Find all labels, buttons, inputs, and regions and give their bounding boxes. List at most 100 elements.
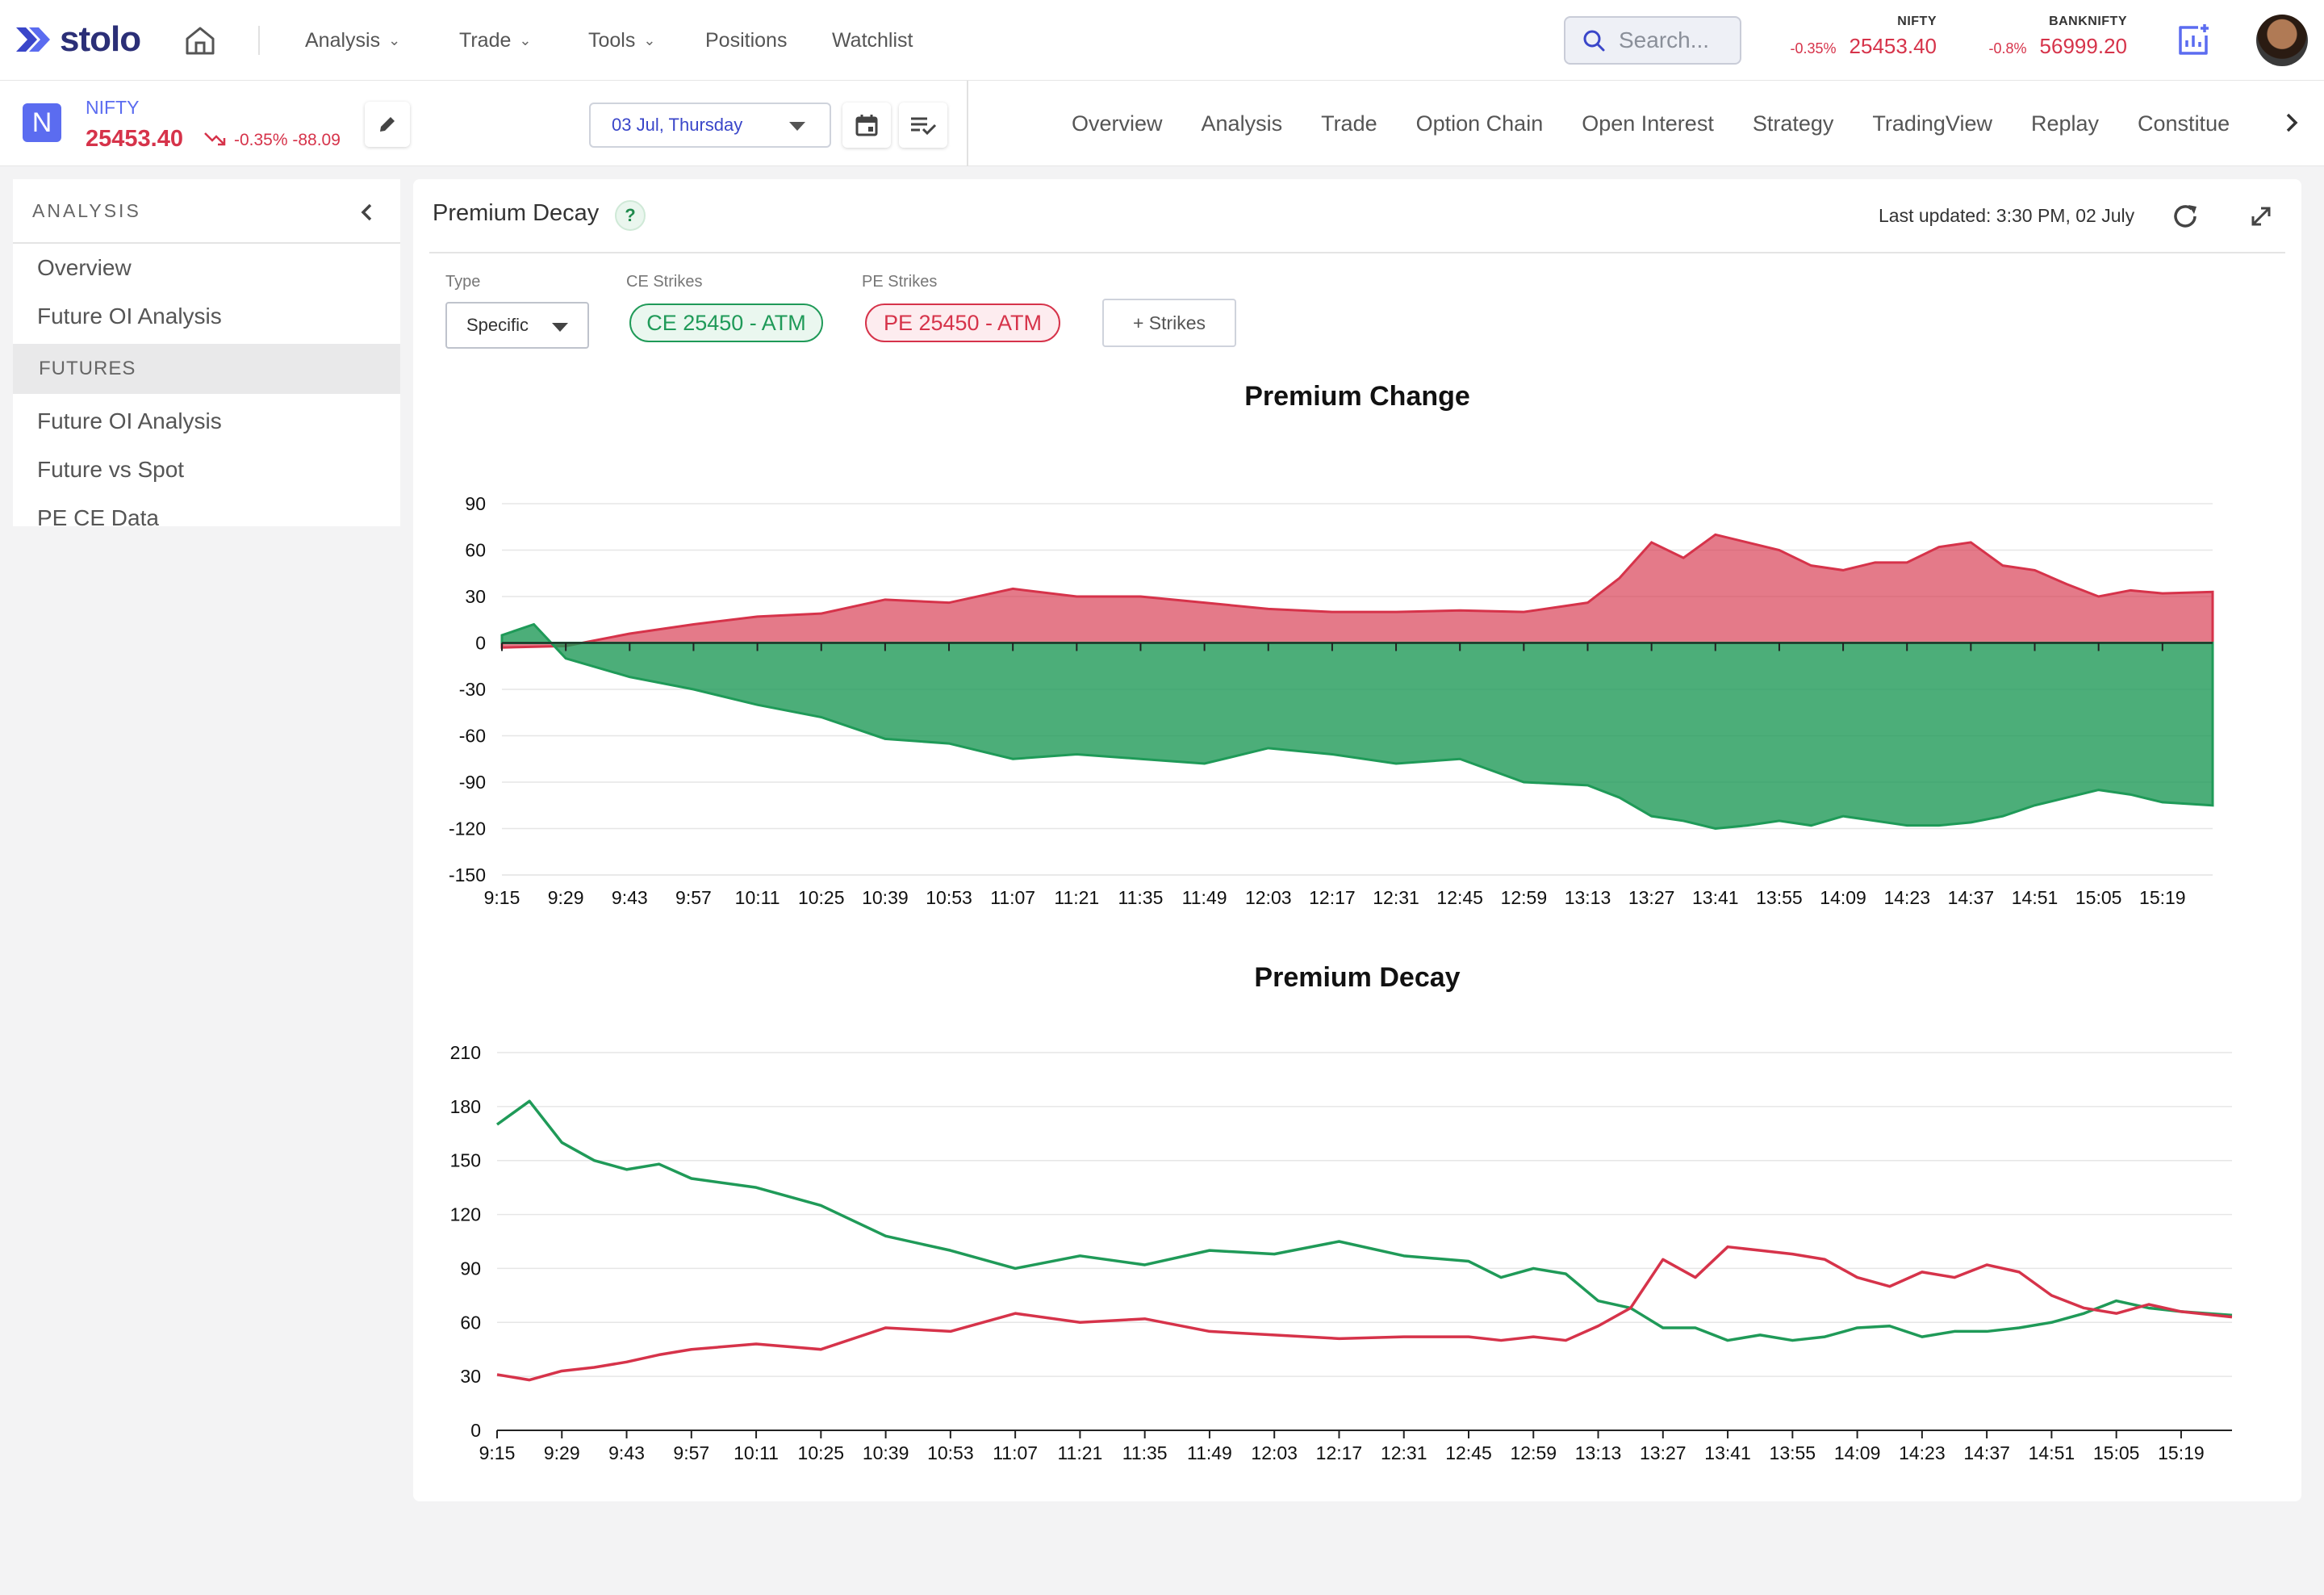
x-tick-label: 9:29 xyxy=(548,887,584,908)
nav-tools[interactable]: Tools ⌄ xyxy=(588,0,655,81)
chevron-right-icon[interactable] xyxy=(2280,108,2305,137)
x-tick-label: 14:23 xyxy=(1899,1442,1946,1463)
y-tick-label: 0 xyxy=(475,633,486,654)
x-tick-label: 13:27 xyxy=(1628,887,1675,908)
premium-decay-plot: 210 180 150 120 90 60 30 09:15 9:29 9:43 9:57 10:11… xyxy=(450,1042,2233,1463)
x-tick-label: 13:55 xyxy=(1756,887,1803,908)
help-icon[interactable]: ? xyxy=(615,200,646,231)
playlist-check-button[interactable] xyxy=(899,103,947,148)
y-tick-label: 180 xyxy=(450,1096,481,1117)
trend-down-icon xyxy=(204,132,226,146)
sidebar-item-pe-ce-data[interactable]: PE CE Data xyxy=(37,505,159,526)
add-chart-icon[interactable] xyxy=(2174,21,2213,60)
y-tick-label: -90 xyxy=(459,772,486,793)
ce-strikes-label: CE Strikes xyxy=(626,273,703,291)
y-tick-label: 90 xyxy=(460,1258,481,1279)
caret-down-icon xyxy=(552,323,568,332)
x-tick-label: 10:39 xyxy=(863,1442,909,1463)
tab-open-interest[interactable]: Open Interest xyxy=(1582,111,1714,136)
pe-strike-chip[interactable]: PE 25450 - ATM xyxy=(865,304,1060,342)
search-input[interactable]: Search... xyxy=(1564,16,1741,65)
x-tick-label: 14:23 xyxy=(1883,887,1930,908)
ticker-nifty[interactable]: NIFTY -0.35% 25453.40 xyxy=(1767,15,1937,59)
x-tick-label: 12:45 xyxy=(1436,887,1483,908)
x-tick-label: 13:27 xyxy=(1640,1442,1687,1463)
panel-divider xyxy=(429,252,2285,253)
search-placeholder: Search... xyxy=(1619,27,1710,52)
pe-strikes-label: PE Strikes xyxy=(862,273,938,291)
ticker-name: NIFTY xyxy=(1897,15,1937,28)
ticker-value: 56999.20 xyxy=(2039,34,2127,58)
y-tick-label: 30 xyxy=(460,1366,481,1387)
nav-trade-label: Trade xyxy=(459,28,512,52)
sidebar-header: ANALYSIS xyxy=(13,179,400,244)
chevron-left-icon[interactable] xyxy=(358,202,376,223)
x-tick-label: 11:35 xyxy=(1122,1442,1168,1463)
ticker-change: -0.35% xyxy=(1790,40,1837,57)
ticker-banknifty[interactable]: BANKNIFTY -0.8% 56999.20 xyxy=(1958,15,2127,59)
x-tick-label: 11:49 xyxy=(1182,887,1227,908)
chart-title: Premium Change xyxy=(1244,381,1470,412)
sidebar-item-future-vs-spot[interactable]: Future vs Spot xyxy=(37,457,185,482)
analysis-sidebar: ANALYSIS Overview Future OI Analysis FUT… xyxy=(13,179,400,526)
x-tick-label: 10:53 xyxy=(926,887,972,908)
edit-button[interactable] xyxy=(365,102,410,147)
y-tick-label: -30 xyxy=(459,679,486,700)
x-tick-label: 15:19 xyxy=(2139,887,2186,908)
x-tick-label: 11:07 xyxy=(990,887,1035,908)
x-tick-label: 9:57 xyxy=(675,887,712,908)
sidebar-section-futures[interactable]: FUTURES xyxy=(13,344,400,394)
x-tick-label: 10:53 xyxy=(927,1442,974,1463)
nav-positions[interactable]: Positions xyxy=(705,0,787,81)
pencil-icon xyxy=(380,117,395,132)
ticker-name: BANKNIFTY xyxy=(2049,15,2127,28)
caret-down-icon xyxy=(789,122,805,131)
tab-option-chain[interactable]: Option Chain xyxy=(1415,111,1544,136)
tab-strategy[interactable]: Strategy xyxy=(1752,111,1834,136)
series-area xyxy=(500,622,2214,831)
nav-analysis[interactable]: Analysis ⌄ xyxy=(305,0,400,81)
refresh-icon[interactable] xyxy=(2169,200,2201,232)
x-tick-label: 11:07 xyxy=(993,1442,1038,1463)
tab-overview[interactable]: Overview xyxy=(1072,111,1163,136)
x-tick-label: 14:09 xyxy=(1820,887,1866,908)
x-tick-label: 9:15 xyxy=(479,1442,516,1463)
calendar-button[interactable] xyxy=(842,103,891,148)
panel-title: Premium Decay xyxy=(433,200,600,226)
chevron-down-icon: ⌄ xyxy=(643,31,656,48)
date-select[interactable]: 03 Jul, Thursday xyxy=(589,103,831,148)
user-avatar[interactable] xyxy=(2256,15,2308,66)
chevron-down-icon: ⌄ xyxy=(519,31,532,48)
sidebar-item-future-oi-analysis[interactable]: Future OI Analysis xyxy=(37,304,222,329)
sidebar-item-overview[interactable]: Overview xyxy=(37,255,132,280)
x-tick-label: 15:19 xyxy=(2158,1442,2205,1463)
x-tick-label: 11:35 xyxy=(1118,887,1164,908)
add-strikes-button[interactable]: + Strikes xyxy=(1102,299,1236,347)
brand-logo[interactable]: stolo xyxy=(16,19,141,59)
nav-divider xyxy=(258,26,260,55)
series-line xyxy=(495,1099,2233,1342)
tab-trade[interactable]: Trade xyxy=(1321,111,1377,136)
tab-analysis[interactable]: Analysis xyxy=(1201,111,1283,136)
home-icon[interactable] xyxy=(182,23,218,58)
y-tick-label: 150 xyxy=(450,1150,481,1171)
x-tick-label: 13:41 xyxy=(1704,1442,1751,1463)
sidebar-item-future-oi-analysis-2[interactable]: Future OI Analysis xyxy=(37,408,222,433)
instrument-name[interactable]: NIFTY xyxy=(86,97,140,118)
sidebar-title: ANALYSIS xyxy=(32,199,141,221)
x-tick-label: 13:41 xyxy=(1692,887,1739,908)
type-select[interactable]: Specific xyxy=(445,302,589,349)
x-tick-label: 14:37 xyxy=(1948,887,1995,908)
tab-replay[interactable]: Replay xyxy=(2030,111,2100,136)
tab-constituents[interactable]: Constitue xyxy=(2138,111,2230,136)
series-line xyxy=(496,1245,2233,1382)
ce-strike-chip[interactable]: CE 25450 - ATM xyxy=(629,304,823,342)
premium-decay-panel: Premium Decay ? Last updated: 3:30 PM, 0… xyxy=(413,179,2301,1501)
search-icon xyxy=(1583,30,1605,52)
nav-analysis-label: Analysis xyxy=(305,28,381,52)
nav-trade[interactable]: Trade ⌄ xyxy=(459,0,531,81)
expand-icon[interactable] xyxy=(2247,202,2276,231)
x-tick-label: 9:57 xyxy=(673,1442,709,1463)
tab-tradingview[interactable]: TradingView xyxy=(1872,111,1992,136)
nav-watchlist[interactable]: Watchlist xyxy=(832,0,913,81)
